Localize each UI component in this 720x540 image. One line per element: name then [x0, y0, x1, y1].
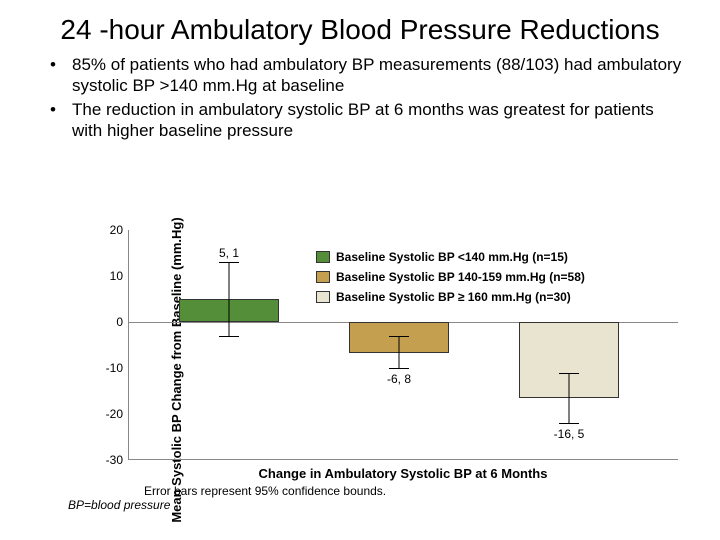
- y-tick-label: -30: [106, 453, 129, 467]
- bar-value-label: -6, 8: [387, 372, 411, 386]
- bullet-text: 85% of patients who had ambulatory BP me…: [72, 54, 684, 97]
- y-tick-label: -10: [106, 361, 129, 375]
- bullet-marker: •: [50, 54, 72, 97]
- error-cap: [559, 373, 579, 374]
- bullet-list: • 85% of patients who had ambulatory BP …: [0, 50, 720, 141]
- y-tick-label: 0: [116, 315, 129, 329]
- bullet-text: The reduction in ambulatory systolic BP …: [72, 99, 684, 142]
- bullet-item: • 85% of patients who had ambulatory BP …: [50, 54, 684, 97]
- error-cap: [219, 262, 239, 263]
- bullet-item: • The reduction in ambulatory systolic B…: [50, 99, 684, 142]
- legend-item: Baseline Systolic BP ≥ 160 mm.Hg (n=30): [316, 290, 585, 304]
- x-axis-label: Change in Ambulatory Systolic BP at 6 Mo…: [128, 466, 678, 481]
- error-cap: [389, 336, 409, 337]
- y-tick-label: 10: [110, 269, 129, 283]
- y-tick-label: 20: [110, 223, 129, 237]
- y-tick-label: -20: [106, 407, 129, 421]
- legend-swatch: [316, 271, 330, 283]
- legend-label: Baseline Systolic BP 140-159 mm.Hg (n=58…: [336, 270, 585, 284]
- legend-item: Baseline Systolic BP <140 mm.Hg (n=15): [316, 250, 585, 264]
- bar-value-label: 5, 1: [219, 246, 239, 260]
- legend-label: Baseline Systolic BP <140 mm.Hg (n=15): [336, 250, 568, 264]
- chart-abbrev-note: BP=blood pressure: [68, 498, 170, 512]
- error-bar: [569, 373, 570, 424]
- legend-item: Baseline Systolic BP 140-159 mm.Hg (n=58…: [316, 270, 585, 284]
- legend-label: Baseline Systolic BP ≥ 160 mm.Hg (n=30): [336, 290, 571, 304]
- error-bar: [229, 262, 230, 336]
- error-cap: [219, 336, 239, 337]
- error-cap: [389, 368, 409, 369]
- legend: Baseline Systolic BP <140 mm.Hg (n=15) B…: [316, 250, 585, 310]
- legend-swatch: [316, 251, 330, 263]
- error-bar: [399, 336, 400, 368]
- bar-value-label: -16, 5: [554, 427, 585, 441]
- legend-swatch: [316, 291, 330, 303]
- bullet-marker: •: [50, 99, 72, 142]
- chart-note: Error bars represent 95% confidence boun…: [144, 484, 386, 498]
- error-cap: [559, 423, 579, 424]
- page-title: 24 -hour Ambulatory Blood Pressure Reduc…: [0, 0, 720, 50]
